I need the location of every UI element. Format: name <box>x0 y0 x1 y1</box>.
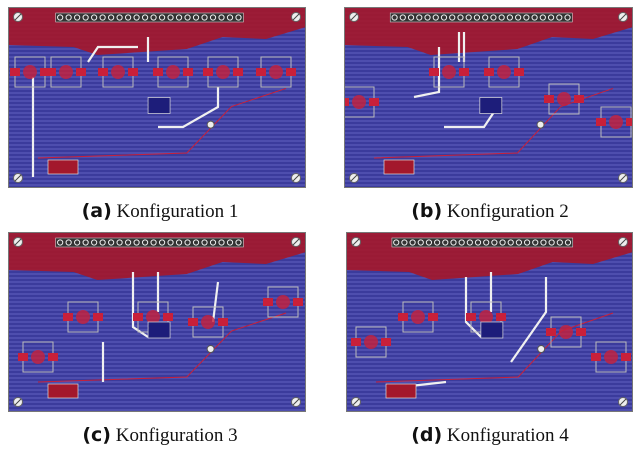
pad <box>514 68 524 76</box>
pad <box>351 338 361 346</box>
caption: (b) Konfiguration 2 <box>330 200 641 223</box>
pad <box>544 95 554 103</box>
pcb-image <box>344 7 633 188</box>
connector-small <box>48 384 78 398</box>
pcb-image <box>346 232 633 412</box>
caption: (d) Konfiguration 4 <box>330 424 641 447</box>
ic <box>481 322 503 338</box>
via <box>537 121 544 128</box>
component-body <box>609 115 623 129</box>
pad <box>10 68 20 76</box>
pad <box>153 68 163 76</box>
component-body <box>442 65 456 79</box>
pad <box>398 313 408 321</box>
component-body <box>352 95 366 109</box>
caption: (a) Konfiguration 1 <box>0 200 320 223</box>
component-body <box>59 65 73 79</box>
pad <box>574 95 584 103</box>
pad <box>46 68 56 76</box>
pad <box>63 313 73 321</box>
pad <box>18 353 28 361</box>
pad <box>596 118 606 126</box>
component-body <box>364 335 378 349</box>
pad <box>256 68 266 76</box>
pad <box>76 68 86 76</box>
pad <box>218 318 228 326</box>
figure: (a) Konfiguration 1 (b) Konfiguration 2 … <box>0 0 641 451</box>
connector-small <box>384 160 414 174</box>
pad <box>293 298 303 306</box>
pad <box>98 68 108 76</box>
pad <box>263 298 273 306</box>
pad <box>233 68 243 76</box>
pad <box>546 328 556 336</box>
component-body <box>276 295 290 309</box>
pad <box>591 353 601 361</box>
pad <box>203 68 213 76</box>
connector-small <box>48 160 78 174</box>
component-body <box>23 65 37 79</box>
component-body <box>269 65 283 79</box>
pad <box>128 68 138 76</box>
component-body <box>76 310 90 324</box>
pad <box>163 313 173 321</box>
pad <box>93 313 103 321</box>
component-body <box>201 315 215 329</box>
pcb-image <box>8 7 306 188</box>
caption-text: Konfiguration 3 <box>116 425 238 446</box>
pad <box>429 68 439 76</box>
component-body <box>559 325 573 339</box>
pad <box>133 313 143 321</box>
via <box>207 346 214 353</box>
pad <box>428 313 438 321</box>
pad <box>48 353 58 361</box>
component-body <box>216 65 230 79</box>
component-body <box>166 65 180 79</box>
ic <box>148 98 170 114</box>
component-body <box>111 65 125 79</box>
pad <box>484 68 494 76</box>
ic <box>480 98 502 114</box>
pad <box>496 313 506 321</box>
pad <box>188 318 198 326</box>
via <box>207 121 214 128</box>
pad <box>369 98 379 106</box>
component-body <box>411 310 425 324</box>
caption-label: (a) <box>82 200 112 222</box>
component-body <box>31 350 45 364</box>
caption-label: (d) <box>411 424 442 446</box>
pad <box>626 118 633 126</box>
caption-label: (b) <box>411 200 442 222</box>
pad <box>286 68 296 76</box>
pad <box>576 328 586 336</box>
pad <box>183 68 193 76</box>
pad <box>381 338 391 346</box>
pad <box>466 313 476 321</box>
pad <box>621 353 631 361</box>
caption-text: Konfiguration 1 <box>117 201 239 222</box>
connector-small <box>386 384 416 398</box>
component-body <box>497 65 511 79</box>
pad <box>459 68 469 76</box>
caption: (c) Konfiguration 3 <box>0 424 320 447</box>
pcb-image <box>8 232 306 412</box>
caption-text: Konfiguration 2 <box>447 201 569 222</box>
component-body <box>604 350 618 364</box>
ic <box>148 322 170 338</box>
via <box>538 346 545 353</box>
component-body <box>557 92 571 106</box>
caption-label: (c) <box>82 424 111 446</box>
caption-text: Konfiguration 4 <box>447 425 569 446</box>
